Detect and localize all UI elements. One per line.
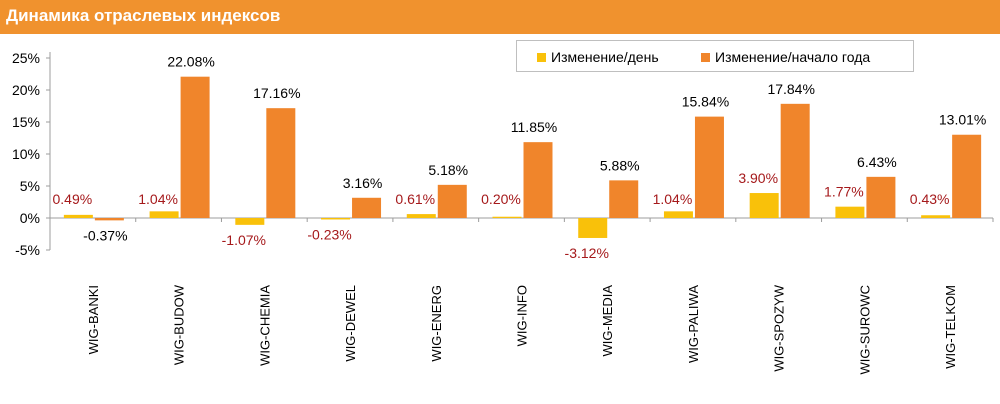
data-label-day: 3.90%	[738, 170, 778, 186]
data-label-day: 1.04%	[138, 191, 178, 207]
y-tick-label: 5%	[20, 178, 40, 194]
bar-day	[63, 214, 93, 218]
bar-day	[492, 216, 522, 218]
data-label-year: -0.37%	[83, 227, 127, 243]
category-label: WIG-BUDOW	[172, 284, 187, 365]
bar-day	[321, 218, 351, 220]
data-label-day: 0.61%	[395, 191, 435, 207]
category-label: WIG-BANKI	[86, 285, 101, 354]
bar-year	[952, 134, 982, 218]
data-label-year: 17.84%	[767, 81, 814, 97]
bar-year	[609, 180, 639, 218]
category-label: WIG-ENERG	[429, 285, 444, 362]
data-label-day: 0.43%	[910, 191, 950, 207]
data-label-year: 3.16%	[343, 175, 383, 191]
bar-day	[149, 211, 179, 218]
data-label-day: -1.07%	[222, 232, 266, 248]
bar-year	[866, 176, 896, 218]
data-label-year: 17.16%	[253, 85, 300, 101]
bar-year	[352, 197, 382, 218]
category-label: WIG-INFO	[515, 285, 530, 346]
category-label: WIG-MEDIA	[600, 285, 615, 357]
data-label-day: 1.04%	[653, 191, 693, 207]
legend-label-year: Изменение/начало года	[715, 49, 871, 65]
category-label: WIG-DEWEL	[343, 285, 358, 362]
data-label-year: 6.43%	[857, 154, 897, 170]
data-label-year: 5.88%	[600, 157, 640, 173]
data-label-day: 1.77%	[824, 184, 864, 200]
bar-day	[835, 206, 865, 218]
y-tick-label: 15%	[12, 114, 40, 130]
bar-year	[780, 103, 810, 218]
legend-swatch-day	[537, 52, 546, 62]
bar-year	[694, 116, 724, 218]
bar-day	[663, 211, 693, 218]
category-label: WIG-CHEMIA	[257, 285, 272, 366]
bar-year	[523, 142, 553, 218]
category-label: WIG-SUROWC	[857, 285, 872, 375]
category-label: WIG-TELKOM	[943, 285, 958, 369]
data-label-year: 22.08%	[167, 54, 214, 70]
data-label-year: 5.18%	[428, 162, 468, 178]
bar-day	[235, 218, 265, 225]
bar-year	[94, 218, 124, 221]
category-label: WIG-PALIWA	[686, 285, 701, 363]
y-tick-label: 20%	[12, 82, 40, 98]
bar-year	[437, 184, 467, 218]
y-tick-label: 25%	[12, 50, 40, 66]
legend-item-year: Изменение/начало года	[701, 49, 870, 65]
chart-title: Динамика отраслевых индексов	[6, 6, 281, 25]
bar-day	[749, 193, 779, 218]
y-tick-label: 10%	[12, 146, 40, 162]
data-label-day: -0.23%	[307, 226, 351, 242]
bar-year	[180, 76, 210, 218]
bar-year	[266, 108, 296, 218]
legend-label-day: Изменение/день	[551, 49, 659, 65]
legend-swatch-year	[701, 52, 710, 62]
legend-item-day: Изменение/день	[537, 49, 659, 65]
data-label-day: -3.12%	[565, 245, 609, 261]
y-tick-label: 0%	[20, 210, 40, 226]
y-tick-label: -5%	[15, 242, 40, 258]
bar-day	[921, 215, 951, 218]
legend: Изменение/день Изменение/начало года	[516, 40, 914, 72]
data-label-year: 13.01%	[939, 112, 986, 128]
bar-day	[578, 218, 608, 238]
bar-day	[406, 214, 436, 218]
data-label-year: 15.84%	[682, 94, 729, 110]
data-label-day: 0.20%	[481, 191, 521, 207]
title-bar: Динамика отраслевых индексов	[0, 0, 1000, 34]
category-label: WIG-SPOZYW	[772, 284, 787, 371]
data-label-year: 11.85%	[511, 119, 557, 135]
data-label-day: 0.49%	[53, 191, 93, 207]
